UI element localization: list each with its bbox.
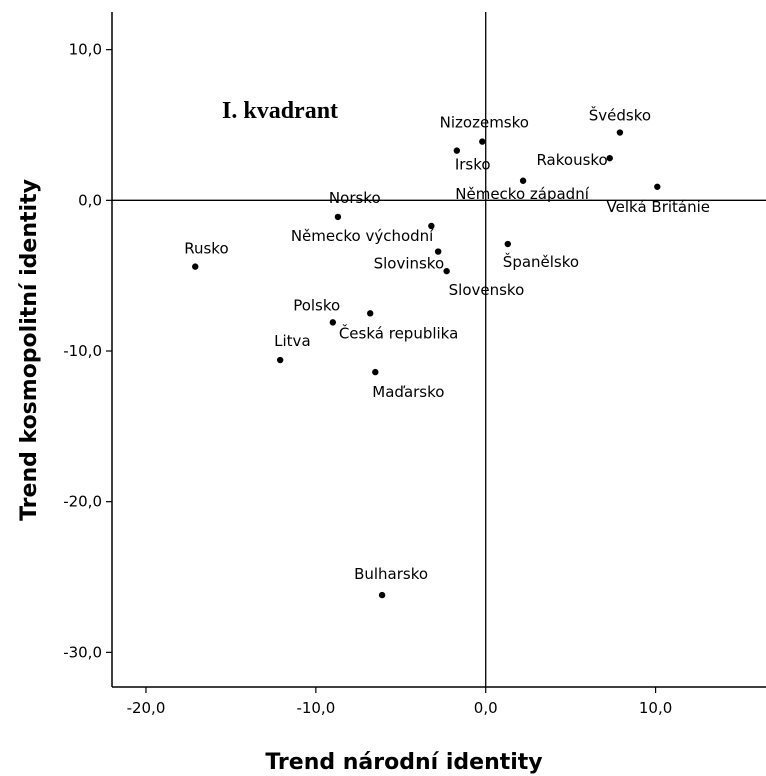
data-point bbox=[519, 177, 527, 184]
point-label: Rusko bbox=[184, 240, 228, 258]
x-axis-title: Trend národní identity bbox=[265, 750, 542, 775]
y-axis-ticks: 10,0 0,0 -10,0 -20,0 -30,0 bbox=[63, 41, 112, 661]
data-point bbox=[616, 129, 624, 136]
point-label: Rakousko bbox=[536, 151, 607, 169]
point-label: Bulharsko bbox=[354, 565, 428, 583]
point-label: Velká Británie bbox=[607, 198, 710, 216]
grid-frame bbox=[111, 12, 766, 688]
reference-lines bbox=[112, 12, 766, 687]
point-label: Nizozemsko bbox=[440, 114, 529, 132]
point-label: Německo východní bbox=[291, 227, 434, 245]
y-axis-title: Trend kosmopolitní identity bbox=[17, 179, 42, 521]
data-point bbox=[192, 263, 199, 270]
data-point bbox=[654, 183, 661, 190]
point-label: Španělsko bbox=[503, 252, 579, 271]
data-points bbox=[192, 129, 661, 599]
y-tick-label: -30,0 bbox=[63, 643, 102, 661]
data-point bbox=[606, 154, 613, 162]
y-tick-label: -20,0 bbox=[63, 493, 102, 511]
data-point bbox=[367, 310, 374, 317]
point-label: Polsko bbox=[293, 296, 340, 314]
data-point bbox=[443, 267, 450, 275]
x-axis-ticks: -20,0 -10,0 0,0 10,0 bbox=[127, 687, 672, 717]
y-tick-label: 0,0 bbox=[78, 191, 102, 209]
x-tick-label: -20,0 bbox=[127, 699, 166, 717]
point-label: Švédsko bbox=[589, 106, 651, 125]
point-label: Slovinsko bbox=[374, 255, 445, 273]
point-label: Litva bbox=[274, 332, 310, 350]
point-labels: Švédsko Nizozemsko Irsko Rakousko Německo zá… bbox=[184, 106, 710, 584]
x-tick-label: 0,0 bbox=[474, 699, 498, 717]
quadrant-annotation: I. kvadrant bbox=[222, 98, 338, 124]
data-point bbox=[334, 213, 342, 221]
data-point bbox=[378, 591, 386, 599]
data-point bbox=[276, 356, 284, 364]
point-label: Maďarsko bbox=[372, 383, 444, 401]
x-tick-label: -10,0 bbox=[296, 699, 335, 717]
data-point bbox=[453, 147, 461, 154]
data-point bbox=[504, 240, 511, 248]
data-point bbox=[434, 248, 442, 255]
point-label: Irsko bbox=[455, 156, 491, 174]
data-point bbox=[372, 368, 379, 376]
point-label: Česká republika bbox=[339, 323, 458, 342]
point-label: Norsko bbox=[329, 189, 381, 207]
data-point bbox=[329, 319, 337, 326]
x-tick-label: 10,0 bbox=[639, 699, 672, 717]
y-tick-label: 10,0 bbox=[69, 41, 102, 59]
point-label: Německo západní bbox=[455, 185, 589, 203]
y-tick-label: -10,0 bbox=[63, 342, 102, 360]
data-point bbox=[479, 138, 486, 145]
data-point bbox=[428, 222, 435, 230]
point-label: Slovensko bbox=[449, 281, 525, 299]
